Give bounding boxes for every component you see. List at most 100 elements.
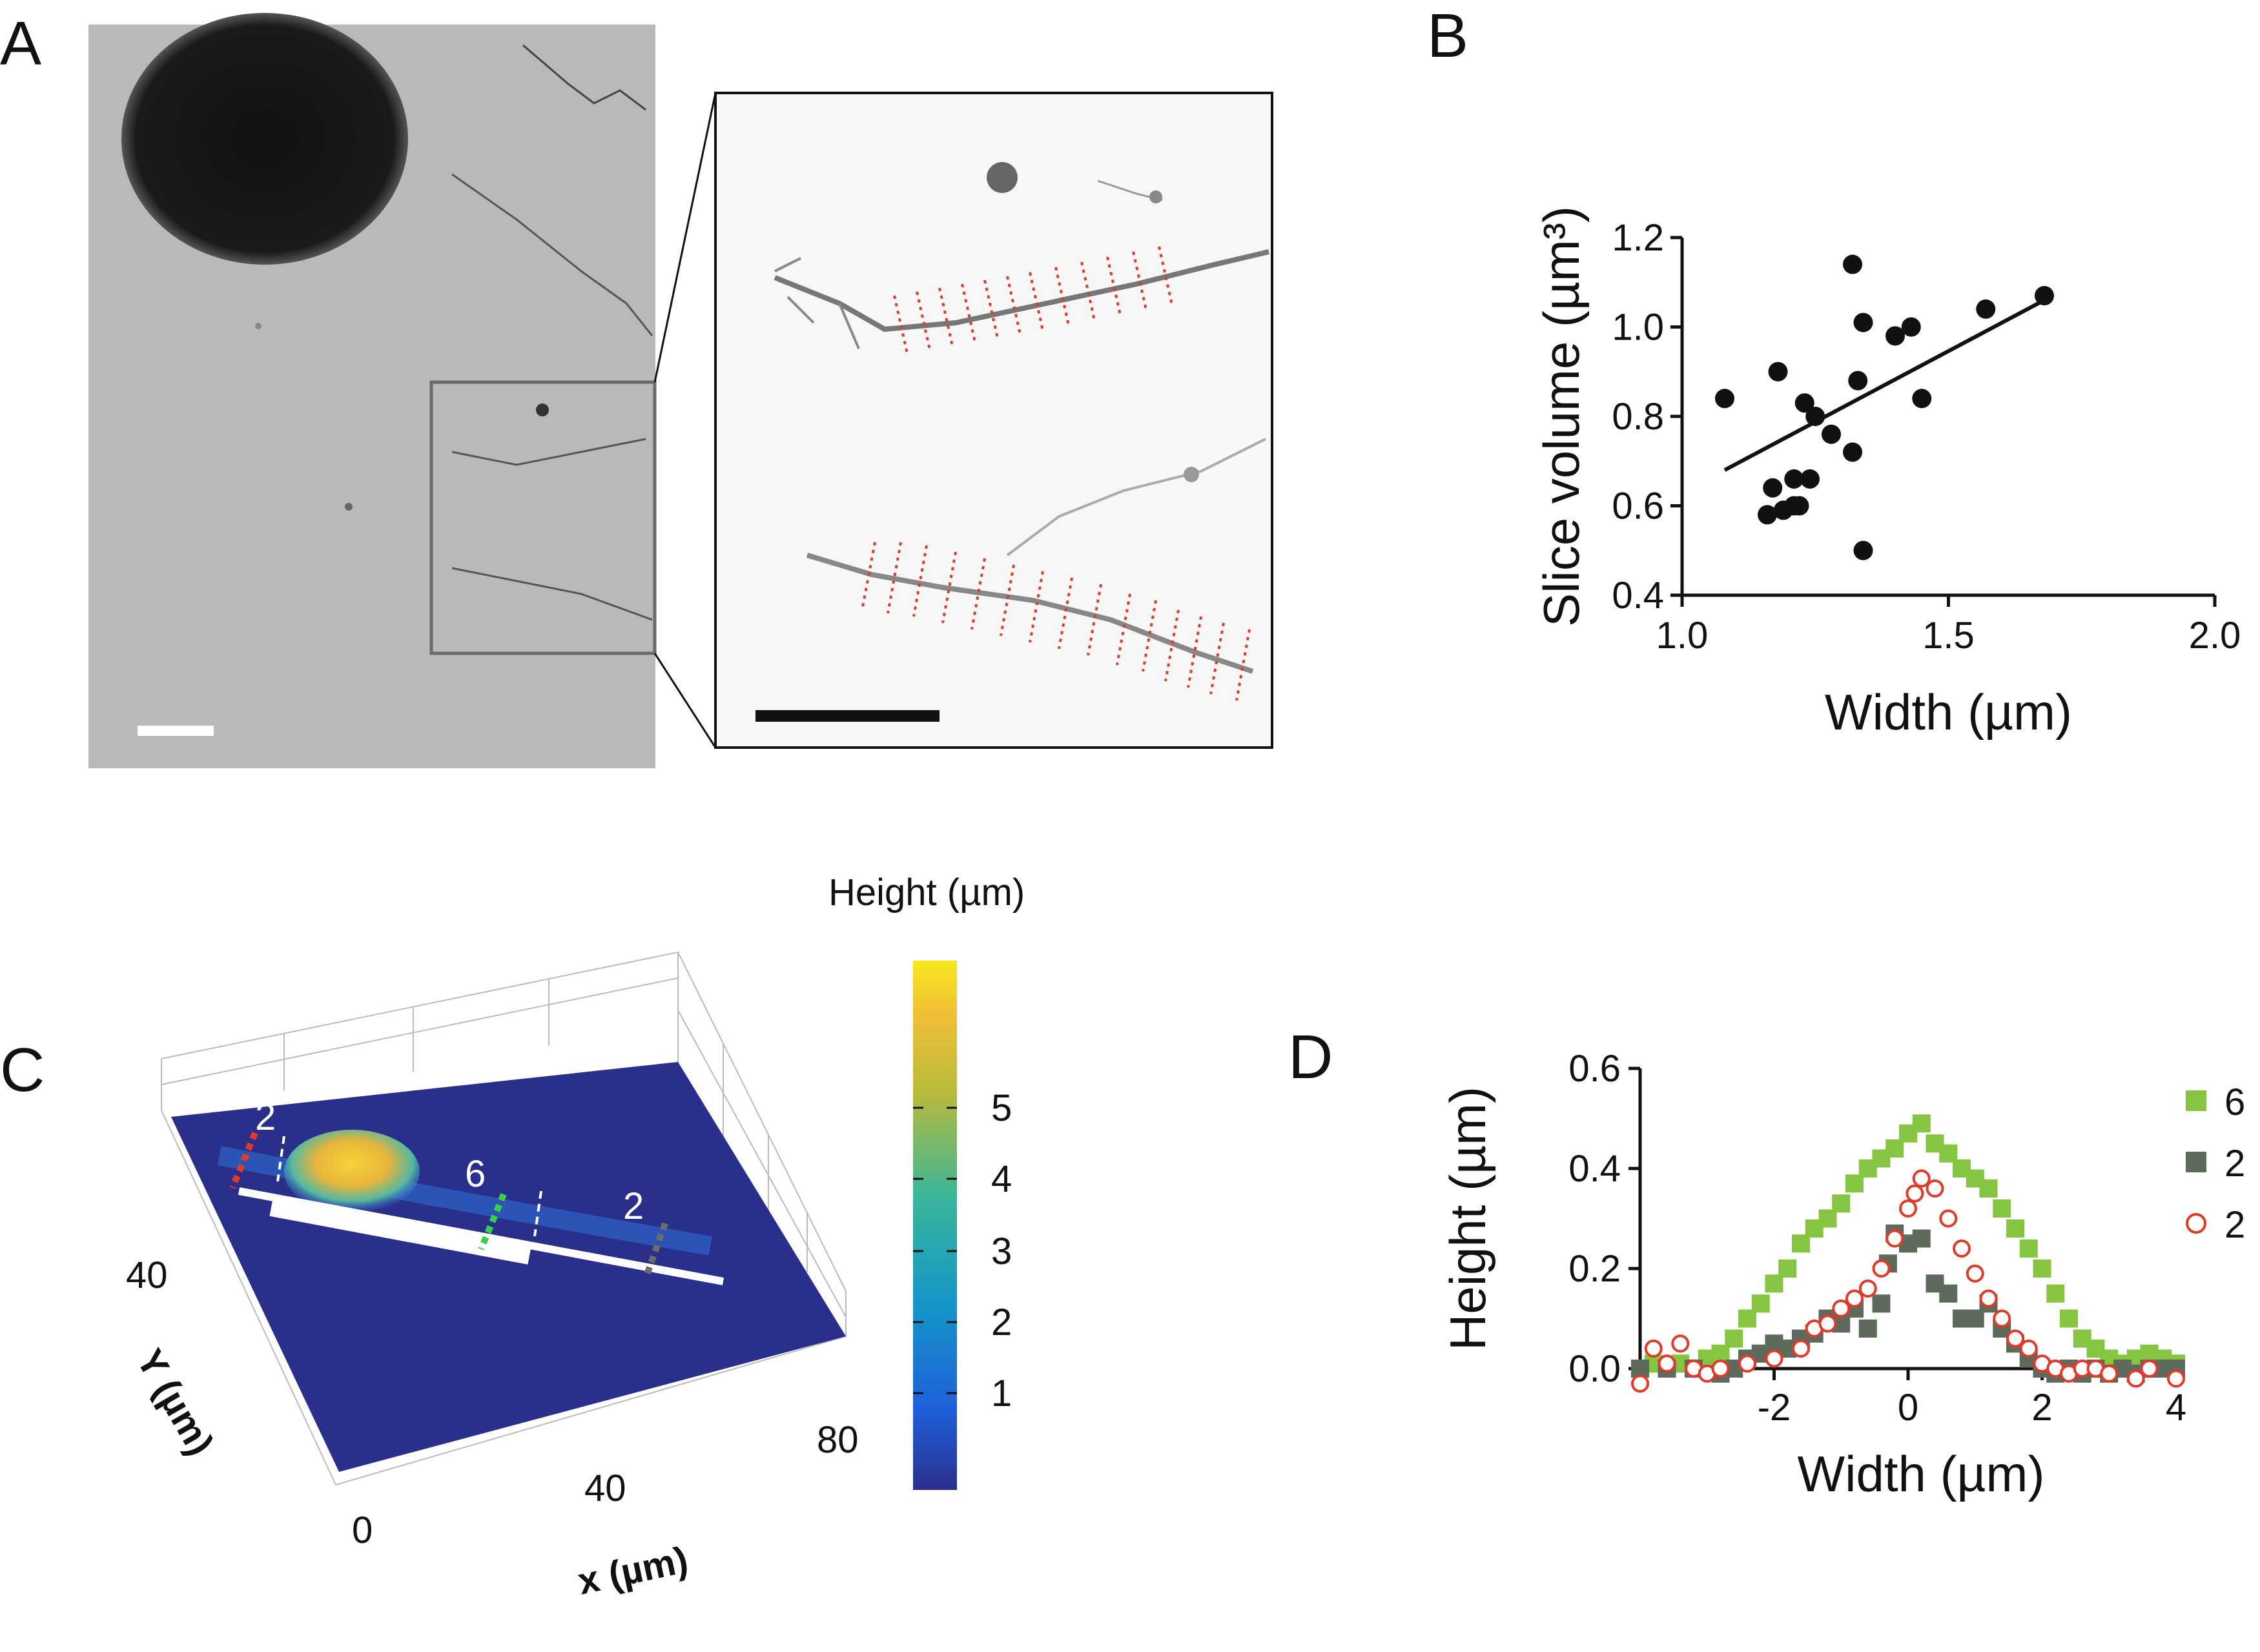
panel-letter-a: A (0, 9, 41, 78)
data-point-d (1738, 1354, 1756, 1373)
data-point-d (1912, 1229, 1931, 1248)
data-point-b (1976, 299, 1996, 319)
data-point-b (1789, 496, 1809, 516)
x-tick-40: 40 (584, 1467, 626, 1509)
data-point-d (1711, 1360, 1730, 1378)
legend-marker-d (2186, 1090, 2206, 1111)
legend-marker-d (2186, 1152, 2206, 1172)
data-point-d (1906, 1184, 1924, 1203)
y-tick-label-b: 1.0 (1612, 307, 1664, 349)
scatter-chart-d: -2 0 2 4 0.0 0.2 0.4 0.6 6 2 2 Width (µm) Height (µm… (1439, 1048, 2245, 1502)
data-point-d (1872, 1259, 1891, 1278)
data-point-d (1658, 1354, 1676, 1373)
data-point-b (1800, 469, 1820, 489)
data-point-b (1853, 312, 1873, 332)
zoom-line-top (653, 92, 717, 383)
colorbar-tick-label: 4 (991, 1158, 1012, 1200)
data-point-b (1901, 317, 1921, 337)
y-tick-label-d: 0.0 (1568, 1348, 1621, 1390)
y-tick-label-d: 0.4 (1568, 1148, 1621, 1190)
data-point-d (1832, 1300, 1851, 1318)
panel-a-micrograph (88, 13, 657, 768)
data-point-d (1993, 1309, 2011, 1328)
data-point-d (2060, 1309, 2078, 1328)
data-point-d (2126, 1369, 2145, 1388)
y-axis-label-b: Slice volume (µm³) (1533, 206, 1590, 627)
data-point-d (1858, 1320, 1877, 1338)
x-tick-label-b: 1.0 (1656, 615, 1709, 657)
y-tick-label-d: 0.2 (1568, 1248, 1621, 1290)
data-point-b (1768, 362, 1788, 382)
scatter-chart-b: 1.0 1.5 2.0 0.4 0.6 0.8 1.0 1.2 Width (µm) Slice … (1533, 206, 2241, 740)
data-point-b (1822, 424, 1841, 444)
data-point-b (1784, 469, 1804, 489)
data-point-d (1912, 1114, 1931, 1133)
colorbar-tick-label: 1 (991, 1372, 1012, 1414)
data-point-b (1794, 393, 1814, 413)
data-point-b (1715, 389, 1734, 409)
section-label-middle: 6 (465, 1153, 486, 1195)
y-tick-40: 40 (126, 1254, 168, 1296)
legend-label-d: 2 (2224, 1143, 2245, 1185)
data-point-b (1848, 371, 1868, 391)
y-axis-label-c: Y (µm) (128, 1342, 222, 1462)
data-point-d (1979, 1179, 1998, 1198)
data-point-d (1751, 1294, 1770, 1313)
data-point-d (1939, 1209, 1958, 1228)
y-axis-label-d: Height (µm) (1439, 1086, 1496, 1351)
data-point-d (1939, 1284, 1958, 1303)
data-point-b (1912, 389, 1932, 409)
y-tick-label-b: 1.2 (1612, 217, 1664, 259)
colorbar (913, 961, 957, 1490)
data-point-d (2019, 1340, 2038, 1358)
x-axis-label-d: Width (µm) (1798, 1445, 2045, 1502)
data-point-d (1778, 1259, 1797, 1278)
data-point-d (1993, 1199, 2011, 1218)
data-point-d (2006, 1219, 2024, 1238)
x-tick-label-b: 2.0 (2189, 615, 2241, 657)
data-point-b (1843, 254, 1862, 274)
data-point-d (2167, 1369, 2185, 1388)
data-point-b (1843, 442, 1862, 462)
y-tick-label-b: 0.8 (1612, 396, 1664, 438)
colorbar-tick-label: 3 (991, 1230, 1012, 1272)
panel-letter-d: D (1288, 1023, 1333, 1092)
y-tick-label-b: 0.4 (1612, 575, 1664, 617)
section-label-left: 2 (255, 1096, 276, 1138)
x-tick-label-d: 4 (2166, 1387, 2186, 1429)
data-point-d (1979, 1289, 1998, 1308)
fit-line-b (1723, 298, 2046, 472)
colorbar-tick-label: 5 (991, 1087, 1012, 1129)
x-tick-label-d: 0 (1898, 1387, 1918, 1429)
x-tick-80: 80 (817, 1419, 859, 1461)
data-point-d (2100, 1364, 2119, 1383)
surface-plot-c (161, 951, 847, 1485)
scale-bar-inset (755, 710, 940, 722)
data-point-b (2035, 286, 2054, 306)
section-label-right: 2 (623, 1185, 644, 1227)
data-point-d (1872, 1294, 1891, 1313)
data-point-d (2140, 1360, 2159, 1378)
x-axis-label-b: Width (µm) (1825, 684, 2072, 740)
data-point-d (2046, 1284, 2065, 1303)
data-point-d (1926, 1179, 1944, 1198)
zoom-line-bottom (653, 653, 717, 748)
data-point-d (1912, 1169, 1931, 1188)
data-point-d (1644, 1340, 1663, 1358)
data-point-d (1671, 1334, 1690, 1353)
data-point-d (1953, 1239, 1971, 1258)
data-point-d (1885, 1229, 1904, 1248)
y-tick-label-b: 0.6 (1612, 485, 1664, 527)
x-tick-label-d: -2 (1758, 1387, 1791, 1429)
data-point-d (2006, 1329, 2024, 1348)
legend-label-d: 2 (2224, 1204, 2245, 1246)
data-point-d (1818, 1314, 1837, 1333)
data-point-d (1899, 1199, 1917, 1218)
data-point-b (1763, 478, 1783, 498)
colorbar-ticks: 1 2 3 4 5 (913, 1087, 1012, 1414)
x-tick-0: 0 (352, 1509, 373, 1551)
y-tick-label-d: 0.6 (1568, 1048, 1621, 1090)
panel-letter-b: B (1427, 1, 1468, 70)
data-point-d (1966, 1264, 1984, 1283)
x-axis-label-c: x (µm) (574, 1538, 692, 1602)
